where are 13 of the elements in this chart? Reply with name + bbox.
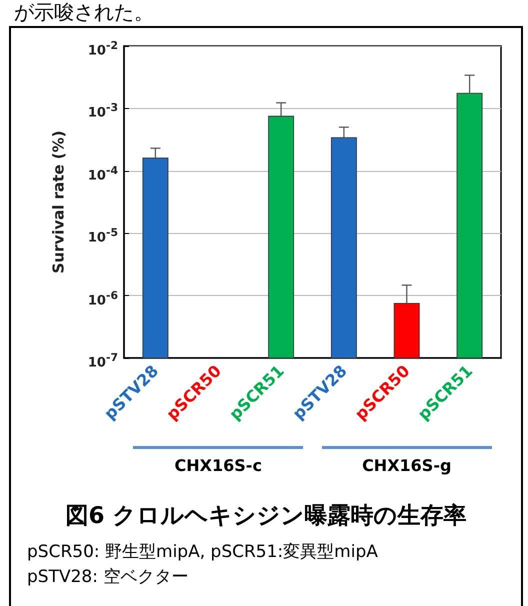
- text: 図6 クロルヘキシジン曝露時の生存率: [64, 502, 468, 531]
- y-tick-label: 10$^{-4}$: [88, 162, 118, 184]
- y-tick-label: 10$^{-5}$: [88, 225, 118, 246]
- text: pSCR50: 野生型mipA, pSCR51:変異型mipA: [27, 541, 378, 564]
- y-tick-label: 10$^{-2}$: [88, 38, 118, 58]
- y-tick-label: 10$^{-3}$: [88, 100, 118, 121]
- text: CHX16S-c: [174, 456, 263, 475]
- text: が示唆された。: [14, 0, 154, 24]
- text: CHX16S-g: [361, 456, 452, 475]
- y-tick-label: 10$^{-6}$: [88, 288, 118, 308]
- text: pSTV28: 空ベクター: [27, 566, 190, 589]
- y-tick-label: 10$^{-7}$: [88, 350, 118, 370]
- y-axis-title: Survival rate (%): [50, 130, 68, 274]
